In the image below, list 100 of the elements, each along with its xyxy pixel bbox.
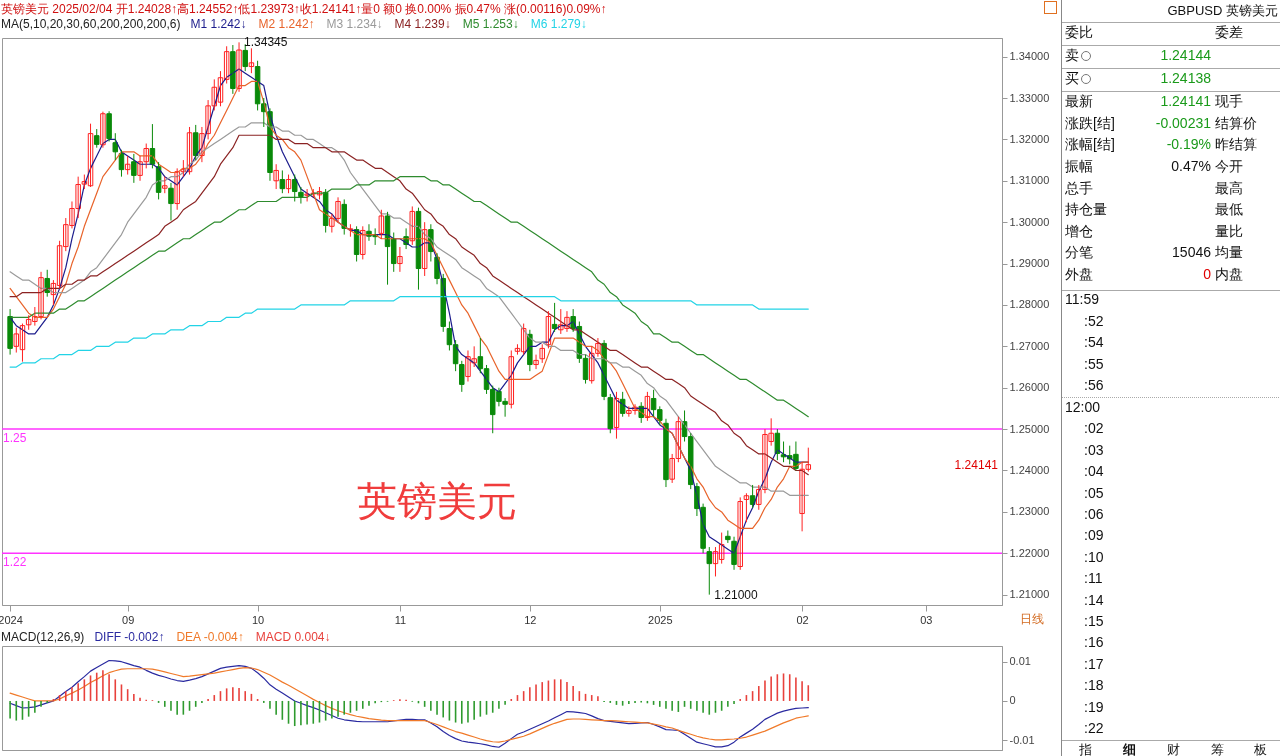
text: :18 (1084, 677, 1104, 694)
y-tick-label: 1.23000 (1009, 505, 1050, 518)
text: 筹 (1211, 741, 1224, 756)
text: 今开 (1215, 158, 1243, 176)
candlestick (199, 126, 205, 163)
ref-line-label: 1.22 (3, 555, 27, 570)
text: 现手 (1215, 93, 1243, 111)
text: 持仓量 (1065, 201, 1107, 219)
text: :56 (1084, 377, 1104, 393)
series-label: DEA -0.004↑ (176, 630, 244, 644)
candlestick (162, 176, 168, 194)
text: -0.00231 (1155, 115, 1211, 131)
series-label: DIFF -0.002↑ (94, 630, 165, 644)
candlestick (545, 310, 552, 349)
candlestick (607, 393, 614, 434)
text: MACD 0.004↓ (255, 630, 331, 644)
candlestick (409, 205, 416, 246)
candlestick (644, 391, 651, 422)
text: :03 (1084, 441, 1104, 458)
candlestick (539, 343, 545, 364)
y-tick-label: 1.32000 (1009, 132, 1050, 145)
y-tick-label: 1.24000 (1009, 463, 1050, 476)
candlestick (279, 169, 286, 194)
text: 委比 (1065, 24, 1093, 42)
candlestick (174, 167, 180, 211)
y-tick-label: 1.27000 (1009, 339, 1050, 352)
text: 买 (1065, 70, 1079, 88)
candlestick (273, 163, 279, 190)
chart-title: MACD(12,26,9) (1, 630, 85, 644)
candlestick (131, 153, 137, 184)
candlestick (508, 349, 515, 409)
text: M6 1.279↓ (530, 17, 587, 31)
text: :54 (1084, 334, 1104, 350)
y-tick-label: -0.01 (1009, 733, 1035, 746)
ref-line-label: 1.25 (3, 431, 27, 446)
annotation: 1.34345 (244, 35, 288, 50)
text: 分笔 (1065, 244, 1093, 262)
candlestick (613, 391, 620, 440)
text: 振幅 (1065, 158, 1093, 176)
line-series (9, 296, 809, 368)
x-tick-label: 02 (796, 613, 809, 626)
text: :55 (1084, 355, 1104, 372)
candlestick (285, 174, 292, 194)
candlestick (421, 221, 428, 277)
y-tick-label: 0 (1009, 694, 1016, 707)
text: M2 1.242↑ (258, 17, 315, 31)
text: :17 (1084, 655, 1104, 672)
annotation: 1.24141 (954, 457, 999, 472)
text: M1 1.242↓ (190, 17, 247, 31)
text: :15 (1084, 613, 1104, 629)
text: 昨结算 (1215, 136, 1257, 154)
y-tick-label: 1.22000 (1009, 546, 1050, 559)
x-tick-label: 09 (122, 613, 135, 626)
text: 最新 (1065, 93, 1093, 111)
candlestick (378, 209, 385, 240)
text: 总手 (1065, 180, 1093, 198)
candlestick (706, 546, 713, 596)
text: :14 (1084, 591, 1104, 608)
candlestick (737, 496, 743, 571)
text: 财 (1167, 741, 1180, 756)
y-tick-label: 1.25000 (1009, 422, 1050, 435)
text: 11:59 (1065, 291, 1099, 307)
y-tick-label: 1.33000 (1009, 91, 1050, 104)
text: 0.47% (1171, 158, 1211, 174)
text: 0 (1203, 266, 1211, 282)
candlestick (459, 360, 465, 393)
text: :02 (1084, 420, 1104, 437)
y-tick-label: 1.31000 (1009, 174, 1050, 187)
text: 增仓 (1065, 223, 1093, 241)
text: M3 1.234↓ (326, 17, 383, 31)
text: :52 (1084, 312, 1104, 329)
text: 1.24138 (1160, 70, 1211, 86)
text: 外盘 (1065, 266, 1093, 284)
text: :06 (1084, 506, 1104, 522)
text: 结算价 (1215, 115, 1257, 133)
line-series (9, 176, 809, 418)
text: M4 1.239↓ (394, 17, 451, 31)
x-tick-label: 12 (524, 613, 537, 626)
chart-title: 英镑美元 2025/02/04 开1.24028↑高1.24552↑低1.23973↑收1.24141↑量0 额0 换0.00% 振0.47% 涨(0.00116)0.09%↑ (1, 1, 607, 18)
text: M5 1.253↓ (462, 17, 519, 31)
candlestick (236, 41, 242, 93)
text: 日线 (1020, 612, 1044, 626)
text: -0.19% (1166, 136, 1211, 152)
text: 1.24141 (1160, 93, 1211, 109)
candlestick (329, 213, 335, 234)
text: :04 (1084, 463, 1104, 480)
text: 15046 (1172, 244, 1211, 260)
text: 委差 (1215, 24, 1243, 42)
text: 最高 (1215, 180, 1243, 198)
text: 1.24144 (1160, 47, 1211, 63)
text: 内盘 (1215, 266, 1243, 284)
candlestick (100, 111, 106, 149)
candlestick (124, 155, 131, 176)
y-tick-label: 0.01 (1009, 655, 1031, 668)
annotation: 1.21000 (714, 587, 758, 602)
text: 12:00 (1065, 399, 1101, 415)
text: 量比 (1215, 223, 1243, 241)
candlestick (397, 246, 403, 273)
x-tick-label: 03 (920, 613, 933, 626)
y-tick-label: 1.26000 (1009, 381, 1050, 394)
